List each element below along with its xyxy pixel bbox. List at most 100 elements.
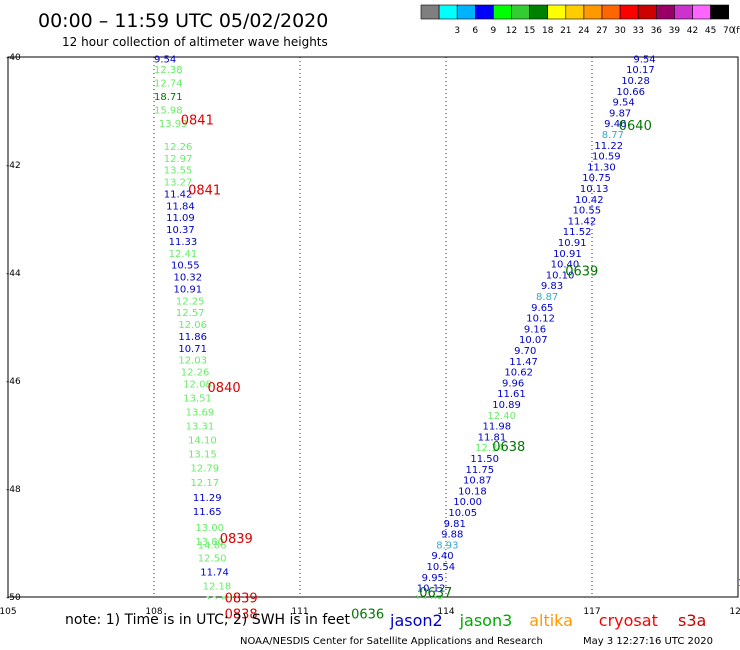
wave-height-value: 12.17 xyxy=(191,478,220,489)
wave-height-value: 14.86 xyxy=(198,540,227,551)
lat-tick-label: -42 xyxy=(6,161,21,171)
colorbar-label: 3 xyxy=(454,26,460,36)
wave-height-value: 11.74 xyxy=(200,567,229,578)
wave-height-value: 10.89 xyxy=(492,400,521,411)
colorbar-swatch xyxy=(601,4,621,20)
colorbar-label: 45 xyxy=(705,26,716,36)
colorbar-swatch xyxy=(511,4,530,20)
wave-height-value: 11.47 xyxy=(509,357,538,368)
legend-item-jason2: jason2 xyxy=(389,611,443,630)
wave-height-value: 12.57 xyxy=(205,595,234,606)
wave-height-value: 13.55 xyxy=(164,166,193,177)
wave-height-value: 9.16 xyxy=(524,324,546,335)
map-frame xyxy=(7,56,739,598)
wave-height-value: 8.87 xyxy=(536,292,558,303)
wave-height-value: 9.83 xyxy=(541,281,563,292)
wave-height-value: 9.54 xyxy=(633,54,655,65)
lon-tick-label: 117 xyxy=(583,607,600,617)
pass-time-labels: 0841 0841 0840 0839 0839 0838 0640 0639 0638 0637… xyxy=(181,114,652,623)
lat-tick-label: -48 xyxy=(6,485,21,495)
colorbar-swatch xyxy=(474,4,494,20)
wave-height-value: 12.41 xyxy=(169,249,198,260)
lon-tick-label: 105 xyxy=(0,607,17,617)
wave-height-value: 13.15 xyxy=(188,450,217,461)
wave-height-value: 12.08 xyxy=(414,594,443,605)
wave-height-value: 9.65 xyxy=(531,303,553,314)
wave-height-value: 13.00 xyxy=(195,523,224,534)
colorbar-unit: (ft) xyxy=(733,26,740,36)
wave-height-value: 9.88 xyxy=(441,530,463,541)
pass-time-label: 0841 xyxy=(181,114,214,129)
wave-height-value: 12.50 xyxy=(198,553,227,564)
legend-item-cryosat: cryosat xyxy=(599,611,658,630)
colorbar-swatch xyxy=(438,4,458,20)
wave-height-value: 11.29 xyxy=(193,493,222,504)
wave-height-value: 10.00 xyxy=(453,497,482,508)
colorbar-label: 36 xyxy=(651,26,663,36)
lat-tick-label: -40 xyxy=(6,53,21,63)
lat-tick-label: -46 xyxy=(6,377,21,387)
legend-note: note: 1) Time is in UTC; 2) SWH is in fe… xyxy=(65,612,351,628)
pass-time-label: 0639 xyxy=(565,265,598,280)
wave-height-value: 10.05 xyxy=(448,508,477,519)
wave-height-value: 10.75 xyxy=(582,173,611,184)
pass-time-label: 0638 xyxy=(492,440,525,455)
colorbar-label: 30 xyxy=(614,26,626,36)
lon-tick-label: 114 xyxy=(437,607,454,617)
wave-height-value: 10.10 xyxy=(546,270,575,281)
wave-height-value: 9.81 xyxy=(444,519,466,530)
wave-height-value: 18.71 xyxy=(154,92,183,103)
wave-height-value: 13.27 xyxy=(164,178,193,189)
wave-height-value: 12.08 xyxy=(183,379,212,390)
pass-time-label: 0839 xyxy=(225,591,258,606)
wave-height-value: 10.42 xyxy=(575,195,604,206)
wave-height-value: 9.95 xyxy=(422,573,444,584)
wave-height-value: 10.66 xyxy=(616,87,645,98)
wave-height-value: 12.26 xyxy=(164,142,193,153)
colorbar-label: 42 xyxy=(687,26,698,36)
lon-tick-label: 111 xyxy=(291,607,308,617)
wave-height-value: 12.26 xyxy=(181,368,210,379)
colorbar-swatch xyxy=(529,4,548,20)
wave-height-value: 13.51 xyxy=(183,394,212,405)
wave-height-value: 10.91 xyxy=(553,249,582,260)
wave-height-value: 10.32 xyxy=(173,273,202,284)
colorbar-label: 9 xyxy=(491,26,497,36)
pass-time-label: 0637 xyxy=(419,586,452,601)
wave-height-value: 12.74 xyxy=(154,79,183,90)
colorbar-swatch xyxy=(493,4,512,20)
legend-item-altika: altika xyxy=(529,611,573,630)
lat-tick-label: -44 xyxy=(6,269,21,279)
colorbar-swatch xyxy=(674,4,693,20)
wave-height-value: 10.91 xyxy=(558,238,587,249)
colorbar-swatch xyxy=(710,4,729,20)
wave-height-value: 12.38 xyxy=(154,65,183,76)
wave-height-value: 11.84 xyxy=(166,201,195,212)
wave-height-value: 9.96 xyxy=(502,378,524,389)
colorbar-label: 15 xyxy=(524,26,535,36)
wave-height-value: 12.18 xyxy=(203,581,232,592)
wave-height-value: 10.59 xyxy=(592,152,621,163)
colorbar-swatch xyxy=(456,4,476,20)
colorbar-label: 6 xyxy=(472,26,478,36)
pass-time-label: 0636 xyxy=(351,608,384,623)
colorbar-swatch xyxy=(565,4,585,20)
wave-height-value: 12.97 xyxy=(164,154,193,165)
wave-height-value: 12.57 xyxy=(176,308,205,319)
wave-height-value: 13.31 xyxy=(186,422,215,433)
lon-tick-label: 108 xyxy=(145,607,162,617)
colorbar-swatch xyxy=(547,4,567,20)
wave-height-value: 10.18 xyxy=(458,486,487,497)
colorbar-label: 27 xyxy=(596,26,607,36)
colorbar-label: 33 xyxy=(632,26,643,36)
wave-height-value: 12.25 xyxy=(176,296,205,307)
pass-time-label: 0839 xyxy=(220,532,253,547)
wave-height-value: 11.81 xyxy=(478,432,507,443)
wave-height-value: 11.86 xyxy=(178,332,207,343)
wave-height-value: 9.40 xyxy=(431,551,453,562)
page-subtitle: 12 hour collection of altimeter wave hei… xyxy=(62,35,328,49)
colorbar-swatch xyxy=(655,4,675,20)
legend: note: 1) Time is in UTC; 2) SWH is in fe… xyxy=(65,611,706,630)
wave-height-value: 10.54 xyxy=(427,562,456,573)
